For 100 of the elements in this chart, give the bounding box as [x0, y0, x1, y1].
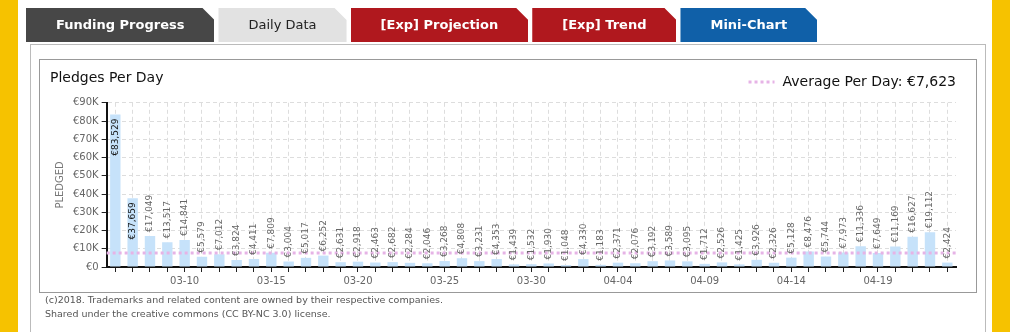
data-label: €8,476	[803, 215, 814, 248]
text: (c)2018. Trademarks and related content are owned by their respective companies. Shared under the creative commons (CC BY-NC 3.0) license.	[45, 293, 444, 321]
data-label: €2,463	[369, 227, 380, 259]
bar	[214, 254, 225, 267]
bar	[474, 261, 485, 267]
data-label: €2,326	[768, 226, 779, 259]
data-label: €5,579	[196, 221, 207, 253]
bar	[162, 242, 173, 267]
y-axis-title: PLEDGED	[53, 160, 65, 209]
bar	[404, 262, 416, 267]
bar	[300, 257, 312, 267]
x-tick-label: 04-14	[776, 274, 806, 286]
data-label: €2,631	[334, 226, 345, 259]
bar	[612, 262, 624, 267]
data-label: €83,529	[109, 118, 120, 156]
data-label: €13,517	[161, 201, 172, 239]
x-tick-label: 04-19	[863, 274, 893, 286]
x-tick-label: 03-30	[516, 274, 546, 286]
y-tick-label: €70K	[72, 132, 100, 144]
bar	[335, 262, 346, 267]
bar	[231, 260, 242, 267]
bar	[786, 257, 797, 267]
data-label: €2,526	[716, 226, 727, 259]
data-label: €1,183	[595, 229, 605, 261]
data-label: €1,712	[699, 228, 709, 260]
data-label: €4,330	[577, 223, 588, 256]
data-label: €4,353	[491, 223, 501, 256]
data-label: €14,841	[178, 198, 189, 236]
text: Daily Data	[218, 8, 347, 42]
data-label: €1,425	[733, 228, 744, 261]
y-tick-label: €40K	[72, 187, 100, 199]
bar	[543, 263, 554, 267]
data-label: €4,411	[248, 223, 259, 255]
y-tick-label: €0	[85, 260, 99, 272]
x-tick-label: 04-09	[690, 274, 720, 286]
bar	[352, 261, 364, 267]
text: [Exp] Trend	[532, 8, 677, 42]
bar	[855, 246, 866, 267]
data-label: €2,424	[941, 226, 952, 259]
data-label: €2,682	[387, 226, 397, 259]
bar	[283, 261, 294, 267]
y-tick-label: €10K	[72, 242, 100, 254]
bar	[734, 264, 745, 267]
data-label: €2,076	[629, 227, 640, 260]
data-label: €19,112	[924, 190, 935, 229]
data-label: €1,532	[525, 228, 536, 261]
bar	[872, 253, 884, 267]
data-label: €1,930	[543, 227, 553, 260]
data-label: €17,049	[144, 194, 155, 232]
bar	[248, 258, 260, 267]
data-label: €11,169	[889, 205, 900, 243]
bar	[699, 263, 710, 267]
y-tick-label: €30K	[72, 205, 100, 217]
data-label: €7,973	[837, 216, 848, 249]
bar	[370, 262, 381, 267]
y-tick-label: €50K	[72, 169, 100, 181]
bar	[578, 259, 589, 267]
bar	[924, 232, 936, 267]
data-label: €16,627	[907, 195, 918, 233]
bar	[144, 235, 156, 267]
bar	[456, 258, 468, 267]
data-label: €7,809	[265, 216, 276, 249]
data-label: €37,659	[126, 202, 137, 240]
data-label: €3,926	[751, 224, 762, 256]
bar	[387, 262, 398, 267]
x-tick-label: 03-10	[170, 274, 200, 286]
data-label: €3,824	[230, 224, 241, 257]
bar	[491, 259, 502, 267]
data-label: €3,589	[664, 224, 675, 257]
data-label: €5,744	[820, 220, 831, 253]
data-label: €4,808	[456, 222, 467, 255]
data-label: €3,231	[473, 225, 484, 258]
bar	[768, 262, 780, 267]
bar	[820, 256, 832, 267]
bar	[508, 264, 520, 267]
legend-label: Average Per Day: €7,623	[782, 72, 956, 89]
x-tick-label: 04-04	[603, 274, 633, 286]
bar	[422, 263, 433, 267]
x-tick-label: 03-20	[343, 274, 373, 286]
data-label: €2,371	[612, 227, 623, 259]
bar	[682, 261, 693, 267]
data-label: €7,012	[213, 218, 224, 251]
bar	[751, 259, 762, 267]
data-label: €5,017	[300, 222, 311, 254]
data-label: €3,004	[282, 225, 293, 258]
data-label: €2,284	[404, 227, 415, 259]
data-label: €3,095	[681, 225, 692, 258]
y-tick-label: €60K	[72, 151, 100, 163]
y-tick-label: €90K	[72, 96, 100, 108]
x-tick-label: 03-25	[430, 274, 460, 286]
bar	[647, 261, 658, 267]
bar	[439, 261, 450, 267]
chart-title: Pledges Per Day	[50, 69, 164, 86]
data-label: €2,046	[421, 227, 432, 260]
bar	[179, 239, 190, 267]
bar	[890, 246, 901, 267]
data-label: €2,918	[352, 225, 363, 258]
bar	[318, 255, 329, 267]
bar	[630, 263, 641, 267]
bar	[942, 262, 953, 267]
